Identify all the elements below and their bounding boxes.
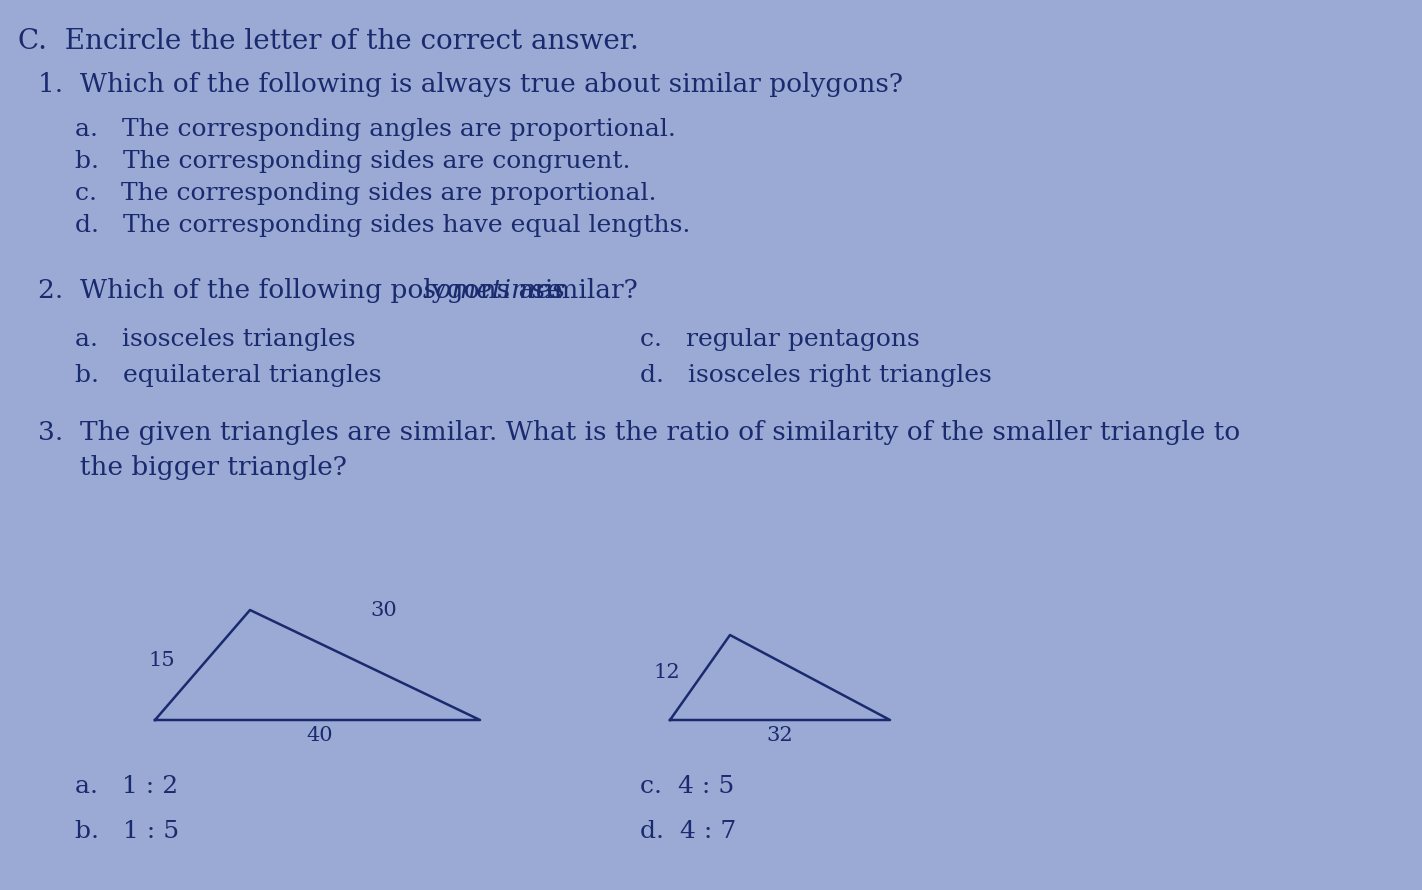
- Text: c.   The corresponding sides are proportional.: c. The corresponding sides are proportio…: [75, 182, 657, 205]
- Text: d.  4 : 7: d. 4 : 7: [640, 820, 737, 843]
- Text: similar?: similar?: [523, 278, 637, 303]
- Text: sometimes: sometimes: [422, 278, 566, 303]
- Text: 2.  Which of the following polygons are: 2. Which of the following polygons are: [38, 278, 570, 303]
- Text: a.   The corresponding angles are proportional.: a. The corresponding angles are proporti…: [75, 118, 675, 141]
- Text: 3.  The given triangles are similar. What is the ratio of similarity of the smal: 3. The given triangles are similar. What…: [38, 420, 1240, 445]
- Text: c.  4 : 5: c. 4 : 5: [640, 775, 734, 798]
- Text: d.   isosceles right triangles: d. isosceles right triangles: [640, 364, 991, 387]
- Text: 15: 15: [148, 651, 175, 669]
- Text: b.   1 : 5: b. 1 : 5: [75, 820, 179, 843]
- Text: c.   regular pentagons: c. regular pentagons: [640, 328, 920, 351]
- Text: 30: 30: [370, 601, 397, 620]
- Text: a.   isosceles triangles: a. isosceles triangles: [75, 328, 356, 351]
- Text: 40: 40: [307, 726, 333, 745]
- Text: 12: 12: [653, 662, 680, 682]
- Text: C.  Encircle the letter of the correct answer.: C. Encircle the letter of the correct an…: [18, 28, 638, 55]
- Text: b.   equilateral triangles: b. equilateral triangles: [75, 364, 381, 387]
- Text: the bigger triangle?: the bigger triangle?: [38, 455, 347, 480]
- Text: a.   1 : 2: a. 1 : 2: [75, 775, 178, 798]
- Text: 1.  Which of the following is always true about similar polygons?: 1. Which of the following is always true…: [38, 72, 903, 97]
- Text: b.   The corresponding sides are congruent.: b. The corresponding sides are congruent…: [75, 150, 630, 173]
- Text: 32: 32: [766, 726, 793, 745]
- Text: d.   The corresponding sides have equal lengths.: d. The corresponding sides have equal le…: [75, 214, 690, 237]
